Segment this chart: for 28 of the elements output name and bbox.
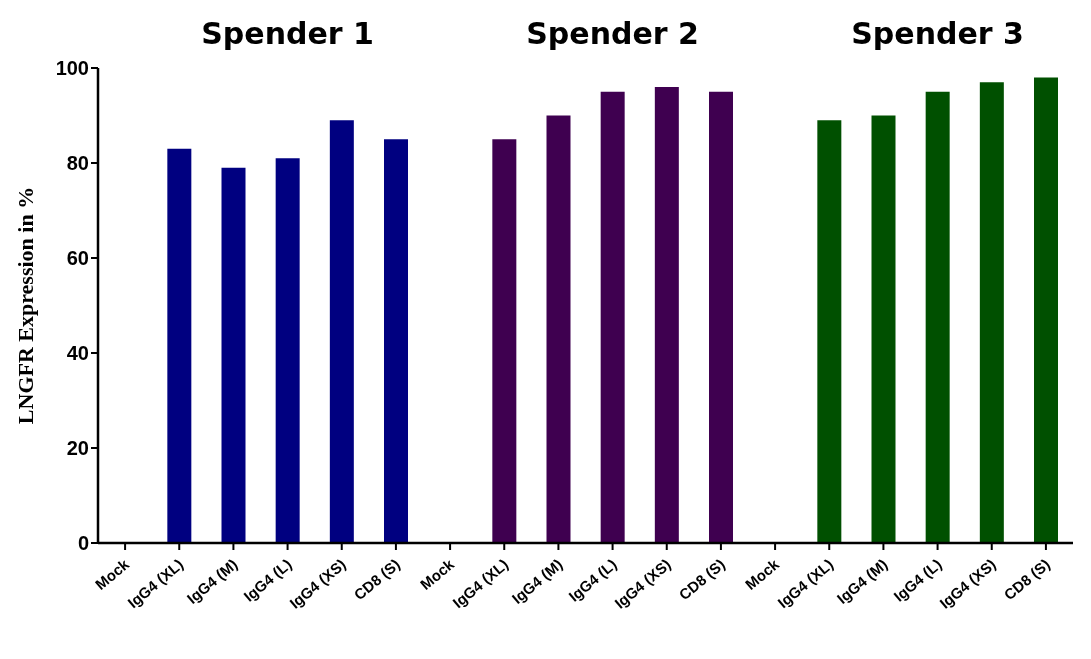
text: Spender 2 [525, 16, 700, 51]
y-tick-label: 80 [66, 152, 89, 175]
bar [546, 115, 571, 543]
y-tick-label: 0 [77, 532, 89, 555]
bar [384, 139, 408, 543]
bar [329, 120, 354, 543]
y-tick-label: 60 [66, 247, 89, 270]
y-tick-label: 100 [55, 57, 89, 80]
bar [275, 158, 300, 543]
bar [871, 115, 896, 543]
bar [167, 148, 192, 543]
bar [221, 167, 246, 543]
bar [654, 87, 679, 543]
x-tick-label: CD8 (S) [350, 555, 403, 604]
y-tick-label: 40 [66, 342, 89, 365]
text: Spender 1 [200, 16, 375, 51]
bar [979, 82, 1004, 543]
y-axis-title: LNGFR Expression in % [12, 186, 38, 425]
bar [709, 91, 733, 543]
bar [492, 139, 517, 543]
bar [817, 120, 842, 543]
y-tick-label: 20 [66, 437, 89, 460]
text: Spender 3 [850, 16, 1025, 51]
x-tick-label: CD8 (S) [675, 555, 728, 604]
bar [1034, 77, 1058, 543]
bar [925, 91, 950, 543]
bar [600, 91, 625, 543]
x-tick-label: CD8 (S) [1000, 555, 1053, 604]
